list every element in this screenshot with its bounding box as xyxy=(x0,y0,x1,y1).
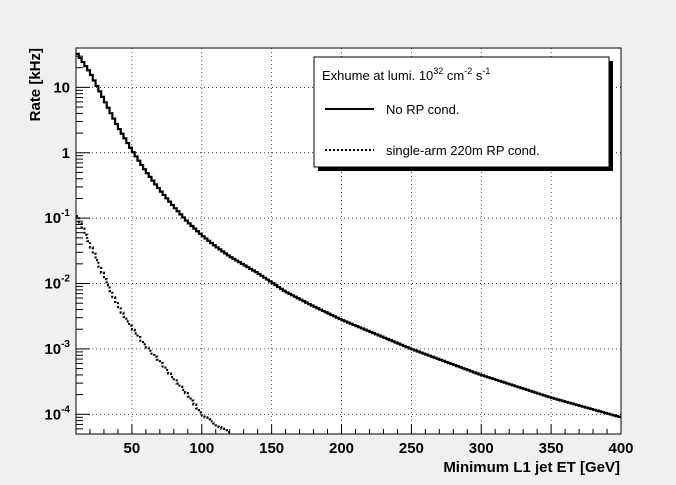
series-line-1 xyxy=(76,52,621,419)
y-axis-title: Rate [kHz] xyxy=(27,48,44,121)
x-tick-label: 350 xyxy=(539,440,564,457)
x-tick-label: 400 xyxy=(608,440,633,457)
y-tick-base: 10 xyxy=(44,210,61,227)
x-tick-label: 150 xyxy=(259,440,284,457)
y-tick-label: 10-3 xyxy=(44,339,70,358)
plot-border xyxy=(75,47,622,435)
y-tick-exponent: -2 xyxy=(61,274,70,285)
legend-title-mid: cm xyxy=(443,68,464,83)
x-tick-label: 300 xyxy=(469,440,494,457)
x-tick-label: 100 xyxy=(189,440,214,457)
x-tick-label: 50 xyxy=(124,440,141,457)
legend-title-exp1: 32 xyxy=(433,66,443,76)
x-axis-title: Minimum L1 jet ET [GeV] xyxy=(443,459,620,476)
y-tick-base: 10 xyxy=(53,79,70,96)
axes: 50 100 150 200 250 300 350 40010-410-310-210-11… xyxy=(44,47,634,457)
legend-title: Exhume at lumi. 1032 cm-2 s-1 xyxy=(322,66,490,83)
y-tick-exponent: -1 xyxy=(61,208,70,219)
y-tick-base: 1 xyxy=(62,145,70,162)
y-tick-base: 10 xyxy=(44,276,61,293)
x-tick-label: 200 xyxy=(329,440,354,457)
series-line-2 xyxy=(76,214,230,434)
y-tick-exponent: -3 xyxy=(61,339,70,350)
y-tick-label: 10-2 xyxy=(44,274,70,293)
legend-label-2: single-arm 220m RP cond. xyxy=(386,143,540,158)
legend-title-exp2: -2 xyxy=(464,66,472,76)
legend-title-prefix: Exhume at lumi. 10 xyxy=(322,68,433,83)
legend: Exhume at lumi. 1032 cm-2 s-1 No RP cond.… xyxy=(313,56,613,171)
y-tick-label: 10-4 xyxy=(44,404,70,423)
legend-title-mid2: s xyxy=(472,68,483,83)
y-tick-exponent: -4 xyxy=(61,404,70,415)
legend-box xyxy=(313,56,610,168)
legend-title-exp3: -1 xyxy=(482,66,490,76)
y-tick-base: 10 xyxy=(44,341,61,358)
series-layer xyxy=(76,52,621,434)
legend-label-1: No RP cond. xyxy=(386,102,459,117)
x-tick-label: 250 xyxy=(399,440,424,457)
y-tick-label: 10 xyxy=(53,79,70,96)
y-tick-label: 10-1 xyxy=(44,208,70,227)
y-tick-label: 1 xyxy=(62,145,70,162)
y-tick-base: 10 xyxy=(44,406,61,423)
